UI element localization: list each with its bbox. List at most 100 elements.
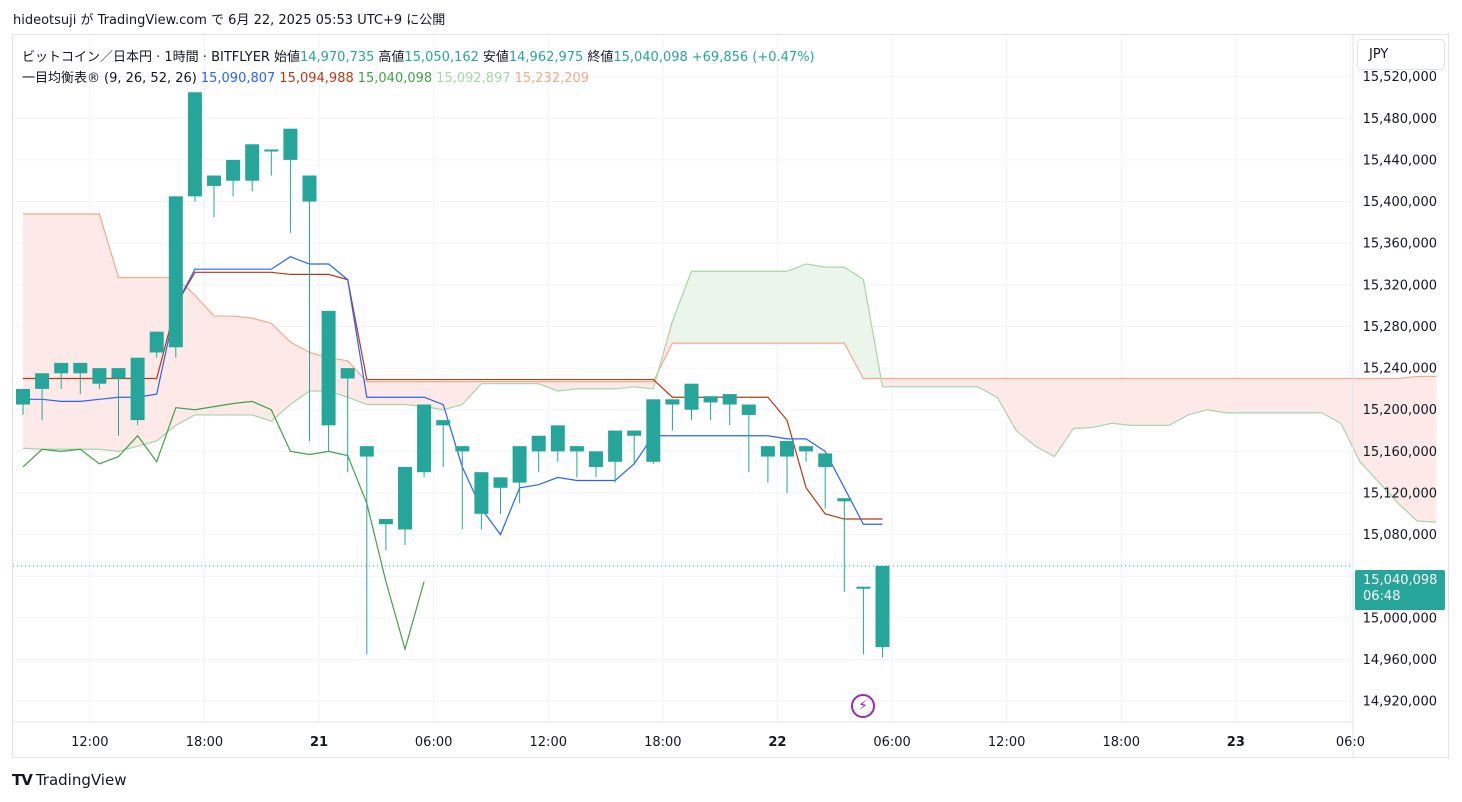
y-tick-label: 15,160,000 [1363, 445, 1437, 460]
tradingview-logo: TV [12, 771, 33, 789]
symbol-legend: ビットコイン／日本円 · 1時間 · BITFLYER 始値14,970,735 高… [22, 46, 819, 65]
ichimoku-lines [22, 213, 1437, 652]
symbol-title: ビットコイン／日本円 · 1時間 · BITFLYER [22, 50, 270, 65]
candle-body [130, 357, 145, 421]
x-tick-label: 18:00 [644, 735, 681, 750]
open-label: 始値 [273, 50, 300, 65]
y-tick-label: 15,440,000 [1363, 153, 1437, 168]
candle-body [168, 196, 183, 348]
candle-body [226, 159, 241, 181]
candle-body [35, 373, 50, 389]
candle-body [684, 383, 699, 410]
candle-body [359, 446, 374, 457]
y-tick-label: 15,120,000 [1363, 487, 1437, 502]
span-b-value: 15,232,209 [514, 71, 590, 86]
candle-body [92, 368, 107, 384]
candle-body [665, 399, 680, 405]
cloud-segment [23, 214, 673, 452]
candle-body [321, 310, 336, 426]
last-price-value: 15,040,098 [1363, 573, 1438, 588]
published-caption: hideotsuji が TradingView.com で 6月 22, 20… [13, 13, 446, 28]
candle-body [780, 440, 794, 457]
x-tick-label: 06:00 [415, 735, 452, 750]
y-tick-label: 14,920,000 [1363, 695, 1437, 710]
chikou-value: 15,040,098 [357, 71, 433, 86]
lightning-icon[interactable]: ⚡ [851, 694, 875, 718]
chart-axes: 15,520,000 15,480,000 15,440,000 15,400,000… [13, 35, 1437, 757]
candle-body [799, 446, 814, 452]
open-value: 14,970,735 [299, 50, 375, 65]
candle-body [187, 92, 202, 197]
candle-body [111, 368, 126, 379]
x-tick-label: 12:00 [988, 735, 1025, 750]
candle-body [703, 396, 718, 403]
candle-body [646, 399, 661, 462]
span-a-value: 15,092,897 [436, 71, 511, 86]
candle-body [512, 446, 527, 483]
brand-name: TradingView [35, 771, 127, 789]
last-price-label: 15,040,098 06:48 [1355, 570, 1445, 610]
x-tick-label: 22 [768, 735, 786, 750]
candle-body [550, 425, 565, 452]
bar-countdown: 06:48 [1363, 589, 1401, 604]
candle-body [856, 586, 871, 589]
tradingview-brand: TV TradingView [12, 771, 126, 789]
candle-body [340, 368, 355, 379]
indicator-params: (9, 26, 52, 26) [104, 71, 197, 86]
indicator-name: 一目均衡表® [22, 71, 101, 86]
tenkan-sen-line [23, 256, 883, 536]
candle-body [589, 451, 603, 467]
currency-selector[interactable]: JPY [1357, 39, 1445, 70]
y-tick-label: 15,280,000 [1363, 320, 1437, 335]
y-tick-label: 15,000,000 [1363, 611, 1437, 626]
low-value: 14,962,975 [508, 50, 584, 65]
chikou-span-line [22, 400, 425, 652]
candle-body [875, 565, 890, 648]
candle-body [722, 394, 737, 405]
high-label: 高値 [378, 50, 405, 65]
x-tick-label: 06:00 [873, 735, 910, 750]
senkou-span-a-line [22, 263, 1437, 523]
candle-body [608, 430, 623, 462]
candlestick-series [16, 92, 890, 658]
x-tick-label: 21 [310, 735, 328, 750]
y-tick-label: 15,240,000 [1363, 362, 1437, 377]
x-tick-label: 23 [1227, 735, 1245, 750]
candle-body [264, 149, 279, 152]
candle-body [837, 498, 852, 502]
candle-body [245, 144, 260, 181]
low-label: 安値 [482, 50, 509, 65]
candle-body [474, 472, 489, 514]
y-tick-label: 15,400,000 [1363, 195, 1437, 210]
y-tick-label: 15,520,000 [1363, 70, 1437, 85]
candle-body [207, 175, 221, 186]
x-tick-label: 12:00 [71, 735, 108, 750]
candle-body [54, 362, 69, 374]
kijun-value: 15,094,988 [279, 71, 354, 86]
candle-body [283, 128, 298, 160]
change-value: +69,856 (+0.47%) [691, 50, 815, 65]
candle-body [73, 362, 88, 374]
chart-frame [12, 34, 1449, 758]
candle-body [436, 420, 451, 426]
close-label: 終値 [587, 50, 614, 65]
candle-body [531, 435, 546, 452]
candle-body [818, 453, 833, 467]
y-tick-label: 15,480,000 [1363, 112, 1437, 127]
candle-body [493, 477, 508, 488]
candle-body [741, 404, 756, 415]
candle-body [378, 519, 393, 525]
senkou-span-b-line [23, 213, 1437, 383]
cloud-segment [672, 264, 883, 387]
close-value: 15,040,098 [613, 50, 688, 65]
x-tick-label: 18:00 [186, 735, 223, 750]
kijun-sen-line [23, 271, 883, 520]
candle-body [627, 430, 642, 436]
x-tick-label: 06:0 [1336, 735, 1365, 750]
ichimoku-legend[interactable]: 一目均衡表® (9, 26, 52, 26) 15,090,807 15,094,98… [22, 67, 593, 86]
y-tick-label: 15,200,000 [1363, 403, 1437, 418]
y-tick-label: 15,320,000 [1363, 278, 1437, 293]
candle-body [302, 175, 317, 202]
x-tick-label: 18:00 [1103, 735, 1140, 750]
